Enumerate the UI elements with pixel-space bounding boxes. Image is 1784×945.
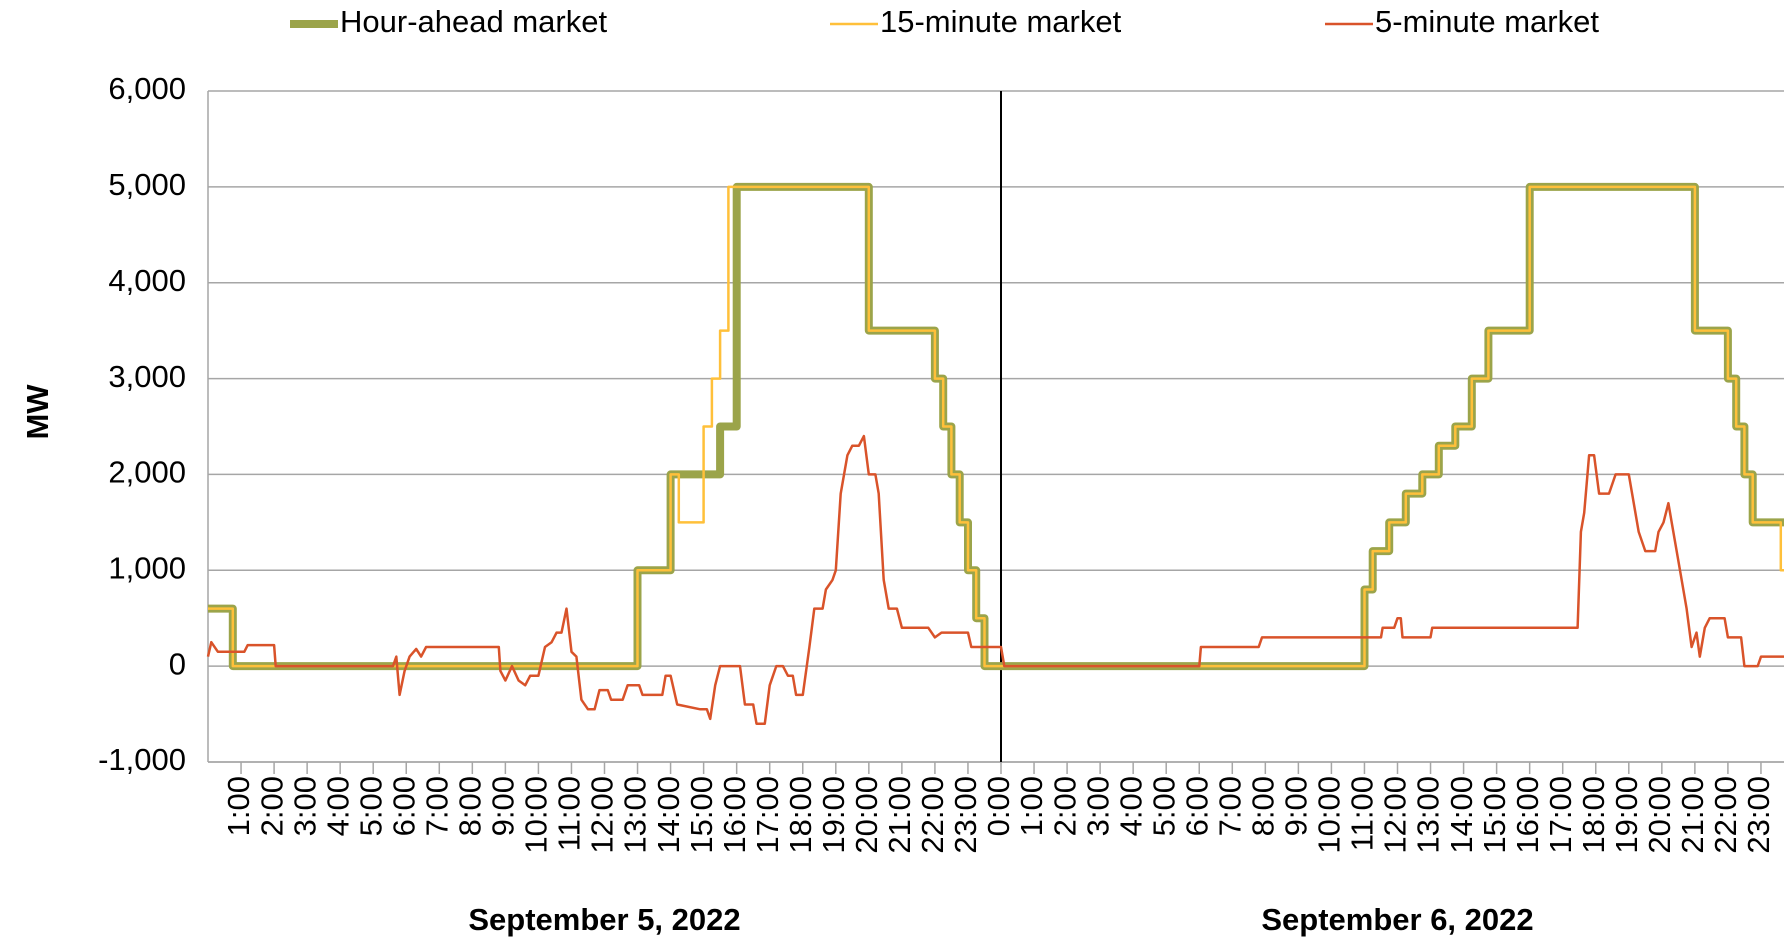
x-tick-label: 6:00 [386, 776, 421, 836]
x-tick-label: 0:00 [981, 776, 1016, 836]
date-label: September 5, 2022 [468, 902, 740, 937]
legend-label: 5-minute market [1375, 4, 1599, 39]
x-tick-label: 18:00 [783, 776, 818, 854]
x-tick-label: 1:00 [221, 776, 256, 836]
y-tick-label: 2,000 [108, 455, 186, 490]
x-tick-label: 12:00 [585, 776, 620, 854]
x-tick-label: 8:00 [1246, 776, 1281, 836]
series-line [206, 434, 1784, 725]
x-tick-label: 18:00 [1576, 776, 1611, 854]
x-tick-label: 16:00 [717, 776, 752, 854]
legend-label: 15-minute market [880, 4, 1122, 39]
x-tick-label: 21:00 [882, 776, 917, 854]
x-tick-label: 19:00 [816, 776, 851, 854]
y-tick-label: 5,000 [108, 167, 186, 202]
x-tick-label: 7:00 [419, 776, 454, 836]
y-tick-label: 1,000 [108, 550, 186, 585]
x-tick-label: 9:00 [486, 776, 521, 836]
x-tick-label: 6:00 [1179, 776, 1214, 836]
x-tick-label: 15:00 [684, 776, 719, 854]
x-tick-label: 17:00 [1543, 776, 1578, 854]
x-tick-label: 12:00 [1378, 776, 1413, 854]
x-tick-label: 5:00 [353, 776, 388, 836]
series-line [208, 185, 1784, 668]
x-tick-label: 2:00 [254, 776, 289, 836]
x-tick-label: 16:00 [1510, 776, 1545, 854]
x-tick-label: 2:00 [1047, 776, 1082, 836]
x-tick-label: 11:00 [1345, 776, 1380, 851]
date-label: September 6, 2022 [1261, 902, 1533, 937]
x-tick-label: 14:00 [1444, 776, 1479, 854]
x-tick-label: 21:00 [1675, 776, 1710, 854]
x-tick-label: 17:00 [750, 776, 785, 854]
x-tick-label: 5:00 [1146, 776, 1181, 836]
x-tick-label: 23:00 [1741, 776, 1776, 854]
series-line [208, 182, 1784, 671]
x-tick-label: 3:00 [287, 776, 322, 836]
x-tick-label: 20:00 [849, 776, 884, 854]
x-tick-label: 4:00 [1113, 776, 1148, 836]
x-tick-label: 13:00 [618, 776, 653, 854]
x-tick-label: 13:00 [1411, 776, 1446, 854]
x-tick-label: 4:00 [320, 776, 355, 836]
y-tick-label: 0 [169, 646, 186, 681]
x-tick-label: 23:00 [948, 776, 983, 854]
y-tick-label: 4,000 [108, 263, 186, 298]
x-tick-label: 1:00 [1014, 776, 1049, 836]
x-tick-label: 22:00 [915, 776, 950, 854]
y-axis-label: MW [20, 384, 55, 440]
x-tick-label: 3:00 [1080, 776, 1115, 836]
x-tick-label: 7:00 [1212, 776, 1247, 836]
y-tick-label: -1,000 [98, 742, 186, 777]
x-tick-label: 19:00 [1609, 776, 1644, 854]
legend-label: Hour-ahead market [340, 4, 607, 39]
x-tick-label: 14:00 [651, 776, 686, 854]
x-tick-label: 10:00 [1312, 776, 1347, 854]
y-tick-label: 3,000 [108, 359, 186, 394]
x-tick-label: 8:00 [453, 776, 488, 836]
x-tick-label: 10:00 [519, 776, 554, 854]
x-tick-label: 20:00 [1642, 776, 1677, 854]
x-tick-label: 9:00 [1279, 776, 1314, 836]
x-tick-label: 15:00 [1477, 776, 1512, 854]
x-tick-label: 22:00 [1708, 776, 1743, 854]
y-tick-label: 6,000 [108, 71, 186, 106]
x-tick-label: 11:00 [552, 776, 587, 851]
